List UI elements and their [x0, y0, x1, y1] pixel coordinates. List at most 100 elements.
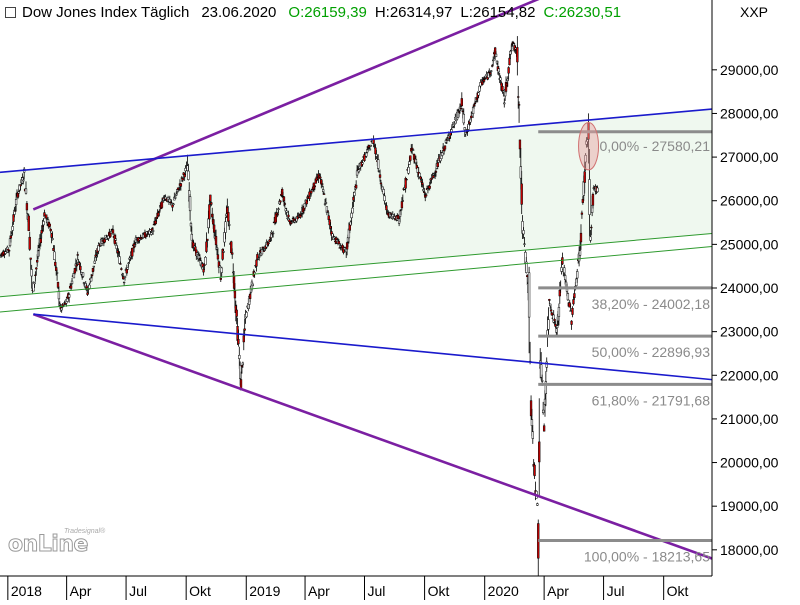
- candle-body: [119, 263, 122, 265]
- candle-body: [4, 251, 7, 254]
- candle-body: [443, 145, 447, 150]
- candle-body: [140, 238, 143, 240]
- candle-body: [7, 250, 11, 252]
- candle-body: [355, 184, 358, 189]
- fib-label: 50,00% - 22896,93: [592, 344, 711, 360]
- candles: [0, 36, 599, 576]
- candle-body: [175, 193, 178, 196]
- candle-body: [138, 238, 141, 241]
- candle-body: [150, 232, 153, 235]
- candle-body: [89, 277, 93, 282]
- candle-body: [355, 170, 359, 176]
- y-tick-label: 21000,00: [720, 411, 779, 427]
- y-tick-label: 25000,00: [720, 236, 779, 252]
- candle-body: [578, 250, 582, 256]
- candle-body: [174, 197, 177, 199]
- candle-body: [81, 272, 85, 277]
- candle-body: [25, 203, 29, 211]
- candle-body: [231, 252, 234, 255]
- candle-body: [282, 196, 286, 202]
- candle-body: [212, 224, 216, 233]
- candle-body: [423, 191, 426, 193]
- candle-body: [228, 224, 231, 226]
- candle-body: [477, 92, 480, 96]
- candle-body: [144, 234, 147, 238]
- candle-body: [183, 174, 186, 178]
- candle-body: [13, 209, 16, 215]
- candle-body: [241, 362, 245, 366]
- candle-body: [375, 154, 378, 157]
- candle-body: [527, 272, 531, 318]
- close-value: C:26230,51: [543, 3, 622, 21]
- y-tick-label: 28000,00: [720, 105, 779, 121]
- settings-box-icon[interactable]: [5, 6, 16, 18]
- candle-body: [233, 290, 237, 299]
- candle-body: [569, 310, 572, 312]
- candle-body: [131, 247, 134, 257]
- candle-body: [3, 253, 6, 255]
- x-tick-label: 2020: [488, 583, 519, 599]
- chart-title: Dow Jones Index Täglich: [22, 3, 190, 21]
- candle-body: [554, 324, 557, 327]
- candle-body: [436, 162, 439, 168]
- plot-area: [0, 0, 712, 576]
- x-tick-label: Apr: [70, 583, 92, 599]
- candle-body: [564, 275, 567, 280]
- candle-body: [35, 267, 38, 270]
- candle-body: [482, 79, 486, 82]
- overlay-support-upper: [0, 232, 712, 298]
- chart-date: 23.06.2020: [201, 3, 277, 21]
- candle-body: [502, 90, 505, 93]
- candle-body: [507, 67, 510, 74]
- candle-body: [209, 194, 212, 202]
- candle-body: [60, 307, 63, 311]
- candle-body: [583, 171, 586, 183]
- candle-body: [351, 207, 354, 214]
- candle-body: [201, 263, 204, 268]
- x-tick-label: 2018: [11, 583, 42, 599]
- candle-body: [560, 267, 563, 272]
- candle-body: [506, 78, 509, 81]
- candle-body: [202, 268, 205, 273]
- candle-body: [214, 236, 218, 246]
- candle-body: [350, 212, 353, 219]
- candle-body: [407, 167, 410, 174]
- candle-body: [158, 211, 161, 213]
- candle-body: [188, 196, 192, 212]
- fib-label: 38,20% - 24002,18: [592, 296, 711, 312]
- candle-body: [122, 276, 125, 280]
- candle-body: [288, 219, 291, 222]
- candle-body: [462, 113, 465, 124]
- x-tick-label: Apr: [308, 583, 330, 599]
- candle-body: [283, 203, 287, 205]
- y-tick-label: 23000,00: [720, 324, 779, 340]
- candle-body: [529, 400, 533, 417]
- fib-label: 0,00% - 27580,21: [599, 138, 710, 154]
- x-tick-label: Apr: [547, 583, 569, 599]
- candle-body: [492, 59, 495, 62]
- candle-body: [127, 262, 130, 264]
- candle-body: [82, 282, 86, 284]
- candle-body: [414, 159, 418, 164]
- symbol-label: XXP: [740, 4, 769, 20]
- candle-body: [572, 299, 575, 305]
- candle-body: [566, 293, 570, 301]
- candle-body: [14, 198, 18, 205]
- candle-body: [204, 257, 207, 265]
- high-value: H:26314,97: [374, 3, 453, 21]
- candle-body: [286, 217, 289, 220]
- candle-body: [164, 196, 167, 200]
- candle-body: [322, 189, 325, 192]
- candle-body: [75, 264, 78, 267]
- candle-body: [353, 192, 356, 196]
- highlight-marker: [578, 122, 600, 171]
- overlay-channel-lower: [32, 312, 712, 560]
- candle-body: [471, 106, 475, 115]
- candle-body: [361, 162, 364, 165]
- candle-body: [222, 251, 225, 253]
- candle-body: [45, 214, 48, 219]
- candle-body: [570, 320, 573, 325]
- candle-body: [263, 249, 266, 251]
- candle-body: [49, 228, 52, 232]
- candle-body: [190, 233, 193, 241]
